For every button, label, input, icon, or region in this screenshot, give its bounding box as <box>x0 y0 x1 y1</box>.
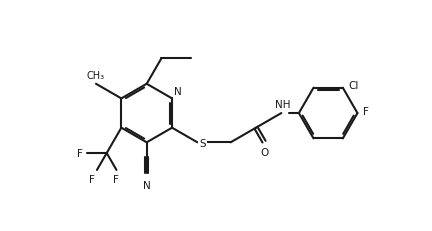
Text: N: N <box>174 87 182 97</box>
Text: NH: NH <box>275 100 290 110</box>
Text: Cl: Cl <box>349 80 359 90</box>
Text: F: F <box>363 107 369 117</box>
Text: S: S <box>199 139 206 149</box>
Text: N: N <box>143 180 151 190</box>
Text: O: O <box>261 147 269 157</box>
Text: F: F <box>77 148 83 158</box>
Text: CH₃: CH₃ <box>87 70 105 81</box>
Text: F: F <box>113 174 118 184</box>
Text: F: F <box>89 174 95 184</box>
